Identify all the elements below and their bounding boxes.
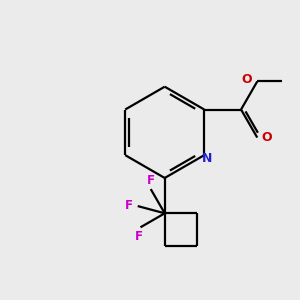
Text: F: F: [125, 199, 133, 212]
Text: F: F: [135, 230, 143, 243]
Text: O: O: [262, 131, 272, 144]
Text: O: O: [241, 74, 252, 86]
Text: F: F: [147, 174, 155, 187]
Text: N: N: [201, 152, 212, 165]
